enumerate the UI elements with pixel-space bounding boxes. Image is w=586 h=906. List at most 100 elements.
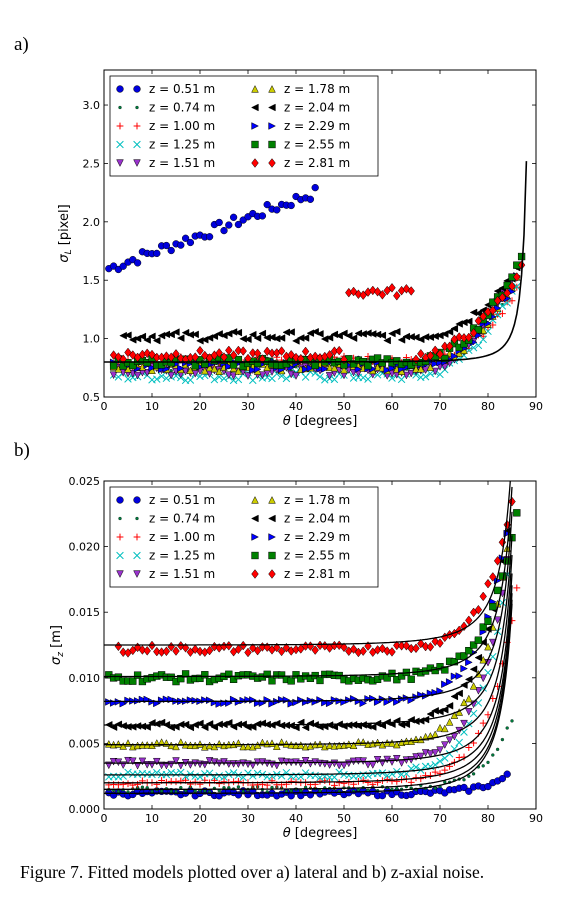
data-point (378, 359, 387, 367)
data-point (368, 761, 377, 769)
data-point (431, 749, 440, 757)
data-point (356, 788, 361, 792)
data-point (378, 791, 387, 800)
y-tick-label: 2.5 (83, 157, 101, 170)
series-051 (105, 183, 319, 274)
data-point (128, 757, 137, 766)
data-point (455, 738, 463, 747)
data-point (479, 311, 487, 322)
legend-marker (268, 158, 276, 168)
data-point (426, 710, 435, 718)
data-point (253, 365, 262, 374)
legend-entry: z = 2.04 m (251, 101, 350, 115)
y-tick-label: 0.010 (69, 672, 101, 685)
legend-entry: z = 0.51 m (116, 82, 215, 96)
data-point (344, 331, 353, 340)
data-point (143, 646, 151, 656)
data-point (445, 328, 454, 336)
data-point (503, 288, 511, 298)
x-tick-label: 10 (145, 812, 159, 825)
data-point (172, 769, 180, 778)
series-255 (105, 509, 521, 686)
data-point (316, 676, 324, 685)
plot-area (104, 161, 528, 385)
legend-marker (251, 514, 259, 523)
data-point (287, 201, 295, 210)
legend-marker (268, 514, 276, 523)
data-point (479, 684, 487, 692)
legend-entry: z = 2.81 m (251, 156, 350, 170)
data-point (441, 666, 449, 674)
data-point (263, 670, 271, 678)
x-tick-label: 80 (481, 812, 495, 825)
data-point (172, 757, 180, 765)
data-point (395, 786, 399, 791)
x-axis-label: θ [degrees] (283, 826, 358, 841)
data-point (421, 372, 430, 381)
data-point (215, 700, 224, 708)
data-point (186, 770, 195, 778)
axial-noise-chart: 0 10 20 30 40 50 60 70 80 90 0.000 0.005 0.010 0.015 0… (49, 475, 543, 841)
data-point (460, 621, 468, 632)
data-point (416, 752, 425, 761)
data-point (277, 334, 286, 342)
data-point (172, 349, 180, 359)
y-axis-label: σL [pixel] (57, 204, 74, 262)
data-point (220, 758, 228, 766)
x-tick-label: 30 (241, 400, 255, 413)
data-point (359, 699, 368, 708)
data-point (465, 646, 473, 655)
data-point (412, 763, 420, 771)
data-point (292, 337, 300, 345)
data-point (153, 375, 161, 383)
data-point (464, 317, 473, 326)
legend-entry: z = 1.78 m (251, 493, 350, 507)
legend-label: z = 0.74 m (149, 512, 215, 526)
data-point (249, 348, 257, 358)
data-point (177, 674, 185, 683)
data-point (289, 789, 293, 793)
legend-marker (118, 516, 122, 521)
data-point (421, 641, 430, 652)
data-point (244, 742, 252, 751)
legend-entry: z = 0.51 m (116, 493, 215, 507)
legend-marker (116, 140, 124, 149)
data-point (306, 195, 315, 203)
data-point (493, 556, 502, 566)
data-point (220, 778, 228, 786)
legend-marker (133, 140, 141, 149)
legend-marker (133, 551, 141, 560)
panel-b-label: b) (14, 440, 30, 461)
legend-marker (116, 570, 124, 578)
data-point (368, 723, 377, 731)
data-point (268, 699, 276, 708)
data-point (301, 346, 310, 357)
data-point (296, 741, 305, 749)
data-point (253, 334, 262, 342)
model-curve (104, 555, 513, 746)
data-point (167, 741, 176, 750)
data-point (498, 572, 507, 580)
data-point (215, 780, 223, 788)
data-point (364, 375, 372, 383)
legend-marker (116, 533, 124, 541)
data-point (167, 330, 175, 339)
data-point (248, 761, 257, 770)
legend-marker (268, 496, 276, 504)
data-point (407, 675, 415, 683)
data-point (134, 781, 141, 788)
panel-a-label: a) (14, 34, 29, 55)
data-point (253, 348, 262, 359)
x-tick-label: 40 (289, 400, 303, 413)
data-point (498, 292, 507, 303)
data-point (311, 361, 319, 370)
data-point (383, 336, 391, 345)
data-point (297, 696, 305, 704)
data-point (249, 366, 257, 374)
legend-entry: z = 1.25 m (116, 138, 215, 152)
data-point (225, 670, 233, 678)
data-point (412, 643, 420, 654)
data-point (181, 670, 190, 678)
data-point (388, 364, 396, 373)
legend-entry: z = 1.00 m (116, 530, 215, 544)
